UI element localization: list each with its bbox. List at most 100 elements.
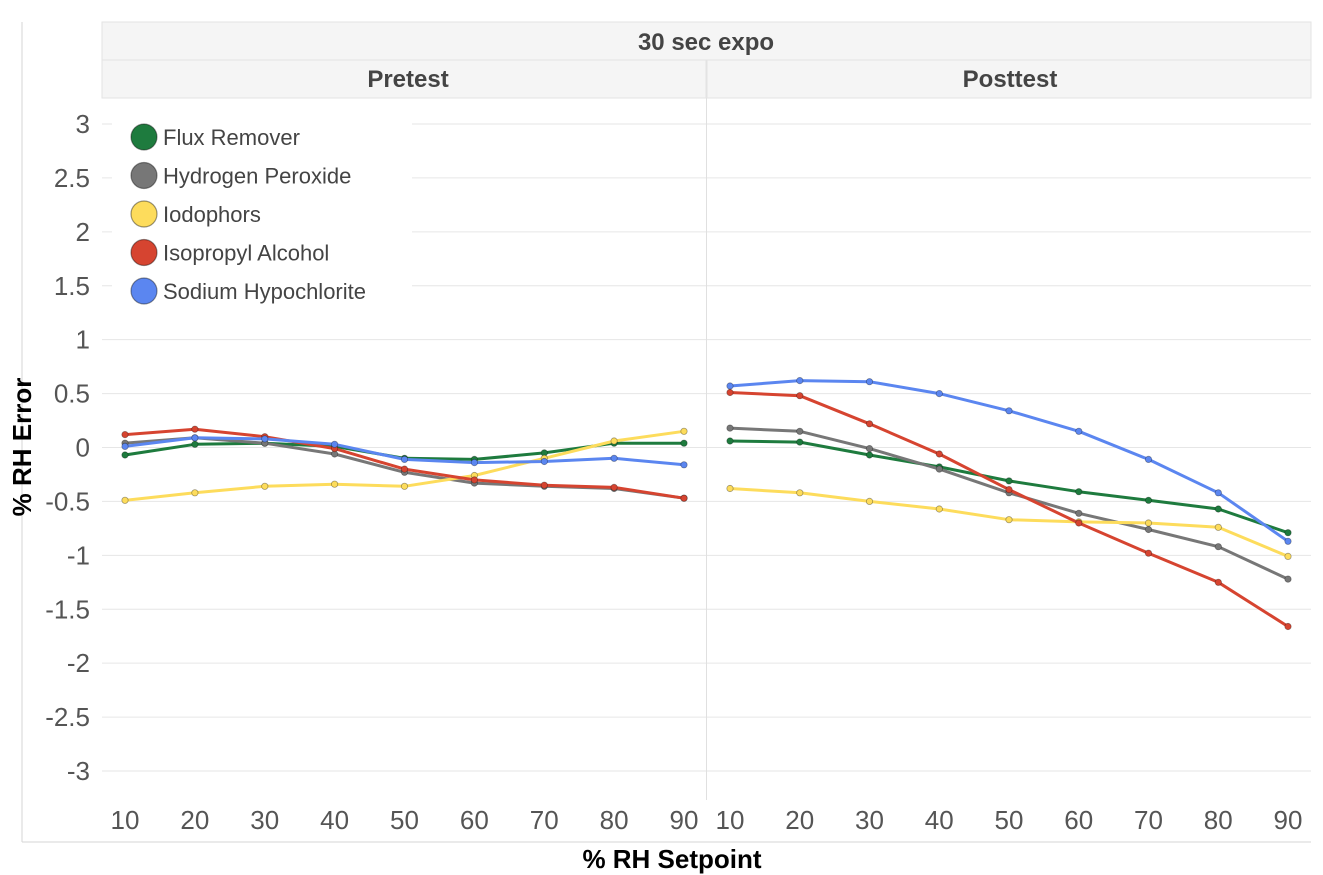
data-point-posttest-iodophors: [865, 497, 874, 505]
data-point-posttest-hydrogen-peroxide: [1144, 525, 1153, 534]
series-line-posttest-isopropyl-alcohol: [728, 391, 1290, 628]
data-point-posttest-hydrogen-peroxide: [726, 424, 734, 432]
data-point-pretest-iodophors: [680, 427, 688, 435]
x-tick-label: 20: [785, 805, 814, 835]
chart-title: 30 sec expo: [638, 29, 774, 56]
data-point-pretest-sodium-hypochlorite: [330, 440, 339, 448]
data-point-pretest-sodium-hypochlorite: [610, 454, 618, 462]
data-point-posttest-sodium-hypochlorite: [796, 376, 804, 385]
data-point-pretest-flux-remover: [191, 440, 199, 448]
data-point-posttest-flux-remover: [1144, 496, 1153, 504]
data-point-pretest-iodophors: [121, 496, 129, 504]
x-tick-label: 50: [995, 805, 1024, 835]
data-point-pretest-isopropyl-alcohol: [470, 476, 478, 484]
data-point-pretest-flux-remover: [121, 451, 129, 459]
legend-background: [112, 104, 412, 304]
posttest-strip: [706, 59, 1312, 99]
data-point-posttest-sodium-hypochlorite: [1144, 455, 1153, 463]
data-point-posttest-isopropyl-alcohol: [796, 392, 804, 400]
data-point-posttest-isopropyl-alcohol: [865, 420, 874, 428]
y-tick-label: 0.5: [54, 379, 90, 409]
data-point-posttest-sodium-hypochlorite: [726, 382, 734, 390]
x-axis-ticks: 10 20 30 40 50 60 70 80 90 10 20 30 40 50 60 70 80 90: [111, 805, 1303, 835]
data-point-posttest-hydrogen-peroxide: [1075, 509, 1083, 517]
data-point-posttest-isopropyl-alcohol: [935, 450, 943, 458]
x-tick-label: 60: [1064, 805, 1093, 835]
data-point-posttest-iodophors: [1214, 523, 1222, 531]
data-point-posttest-hydrogen-peroxide: [1214, 543, 1222, 551]
data-point-posttest-flux-remover: [1005, 477, 1013, 485]
x-tick-label: 70: [1134, 805, 1163, 835]
y-tick-label: -0.5: [45, 486, 90, 516]
data-point-posttest-flux-remover: [1284, 529, 1292, 537]
x-tick-label: 80: [1204, 805, 1233, 835]
data-point-posttest-flux-remover: [726, 437, 734, 445]
legend-label: Flux Remover: [163, 125, 300, 150]
data-point-pretest-isopropyl-alcohol: [680, 494, 688, 502]
data-point-posttest-flux-remover: [1214, 505, 1222, 513]
pretest-strip: [101, 59, 707, 99]
panel-title-posttest: Posttest: [963, 66, 1058, 93]
legend-label: Sodium Hypochlorite: [163, 279, 366, 304]
data-point-pretest-sodium-hypochlorite: [540, 457, 548, 466]
x-tick-label: 90: [1274, 805, 1303, 835]
x-tick-label: 20: [180, 805, 209, 835]
data-point-posttest-iodophors: [1284, 552, 1292, 561]
data-point-posttest-flux-remover: [1075, 488, 1083, 496]
data-point-pretest-sodium-hypochlorite: [400, 455, 409, 463]
x-tick-label: 90: [670, 805, 699, 835]
data-point-pretest-isopropyl-alcohol: [400, 465, 409, 473]
x-tick-label: 30: [855, 805, 884, 835]
legend-swatch: [130, 161, 158, 190]
data-point-pretest-sodium-hypochlorite: [261, 435, 269, 443]
x-tick-label: 70: [530, 805, 559, 835]
y-tick-label: 1: [76, 325, 90, 355]
legend-swatch: [130, 123, 158, 151]
data-point-posttest-sodium-hypochlorite: [1005, 407, 1013, 415]
data-point-posttest-isopropyl-alcohol: [726, 388, 734, 397]
data-point-posttest-isopropyl-alcohol: [1144, 549, 1153, 557]
y-tick-label: 2: [76, 217, 90, 247]
data-point-posttest-iodophors: [1005, 516, 1013, 524]
y-tick-label: -1.5: [45, 594, 90, 624]
y-tick-label: -2: [67, 648, 90, 678]
legend-label: Iodophors: [163, 202, 261, 227]
y-tick-label: -3: [67, 756, 90, 786]
data-point-pretest-isopropyl-alcohol: [121, 430, 129, 439]
x-tick-label: 50: [390, 805, 419, 835]
legend: Flux Remover Hydrogen Peroxide Iodophors Is…: [112, 104, 412, 305]
data-point-posttest-isopropyl-alcohol: [1005, 485, 1013, 494]
data-point-posttest-sodium-hypochlorite: [935, 389, 943, 398]
legend-swatch: [130, 200, 158, 228]
data-point-posttest-sodium-hypochlorite: [865, 378, 874, 386]
data-point-posttest-iodophors: [796, 489, 804, 497]
x-tick-label: 60: [460, 805, 489, 835]
data-point-pretest-isopropyl-alcohol: [191, 425, 199, 433]
x-tick-label: 30: [250, 805, 279, 835]
y-axis-title: % RH Error: [7, 378, 37, 517]
data-point-posttest-hydrogen-peroxide: [865, 444, 874, 453]
series-line-posttest-hydrogen-peroxide: [728, 426, 1290, 581]
data-point-posttest-iodophors: [1144, 519, 1153, 527]
data-point-posttest-hydrogen-peroxide: [935, 465, 943, 473]
legend-label: Isopropyl Alcohol: [163, 241, 329, 266]
y-axis-ticks: 3 2.5 2 1.5 1 0.5 0 -0.5 -1 -1.5 -2 -2.5 -3: [45, 109, 90, 786]
data-point-posttest-isopropyl-alcohol: [1075, 519, 1083, 527]
data-point-posttest-sodium-hypochlorite: [1214, 489, 1222, 497]
data-point-pretest-flux-remover: [680, 439, 688, 447]
data-point-pretest-isopropyl-alcohol: [610, 483, 618, 491]
panel-title-pretest: Pretest: [367, 66, 448, 93]
legend-swatch: [130, 277, 158, 305]
data-point-pretest-iodophors: [191, 489, 199, 497]
y-tick-label: 2.5: [54, 163, 90, 193]
data-point-posttest-hydrogen-peroxide: [1284, 575, 1292, 583]
title-strip: [101, 21, 1312, 61]
y-tick-label: -1: [67, 540, 90, 570]
x-tick-label: 40: [925, 805, 954, 835]
data-point-pretest-iodophors: [610, 437, 618, 445]
data-point-posttest-iodophors: [935, 505, 943, 513]
data-point-pretest-sodium-hypochlorite: [121, 442, 129, 450]
data-point-pretest-sodium-hypochlorite: [470, 458, 478, 467]
x-tick-label: 10: [716, 805, 745, 835]
data-point-posttest-flux-remover: [796, 438, 804, 446]
